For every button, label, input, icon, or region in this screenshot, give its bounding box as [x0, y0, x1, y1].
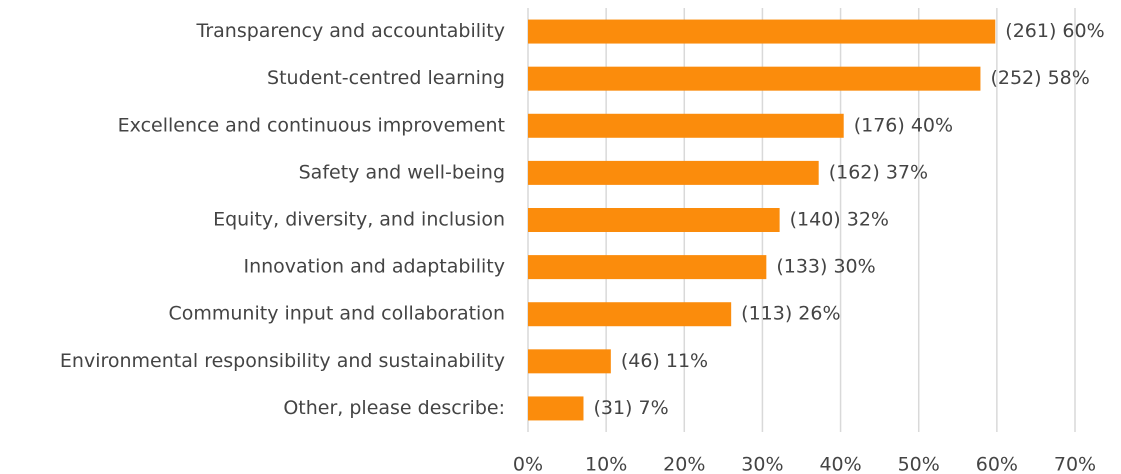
bar — [528, 160, 819, 185]
bar — [528, 19, 996, 44]
x-tick-label: 50% — [898, 454, 940, 474]
x-tick-label: 70% — [1054, 454, 1096, 474]
value-label: (46) 11% — [621, 350, 708, 372]
bar — [528, 113, 844, 138]
bar — [528, 208, 780, 232]
value-label: (31) 7% — [593, 397, 668, 419]
y-tick-label: Transparency and accountability — [196, 20, 505, 42]
value-label: (252) 58% — [990, 67, 1089, 89]
x-tick-label: 0% — [513, 454, 543, 474]
bar — [528, 302, 732, 327]
value-label: (113) 26% — [741, 303, 840, 325]
bar — [528, 66, 981, 91]
y-tick-label: Safety and well-being — [299, 161, 505, 183]
y-tick-label: Student-centred learning — [267, 67, 505, 89]
y-tick-label: Innovation and adaptability — [243, 256, 505, 278]
value-label: (261) 60% — [1005, 20, 1104, 42]
y-tick-label: Equity, diversity, and inclusion — [213, 209, 505, 231]
x-tick-label: 20% — [663, 454, 705, 474]
value-label: (133) 30% — [776, 256, 875, 278]
value-label: (176) 40% — [854, 114, 953, 136]
bar — [528, 255, 767, 280]
y-tick-label: Community input and collaboration — [168, 303, 505, 325]
y-tick-label: Environmental responsibility and sustain… — [60, 350, 505, 372]
bar — [528, 396, 584, 421]
x-tick-label: 60% — [976, 454, 1018, 474]
value-label: (140) 32% — [790, 209, 889, 231]
y-tick-label: Other, please describe: — [283, 397, 505, 419]
x-tick-label: 30% — [741, 454, 783, 474]
value-label: (162) 37% — [829, 161, 928, 183]
bar — [528, 349, 611, 374]
x-tick-label: 40% — [819, 454, 861, 474]
x-tick-label: 10% — [585, 454, 627, 474]
y-tick-label: Excellence and continuous improvement — [118, 114, 505, 136]
